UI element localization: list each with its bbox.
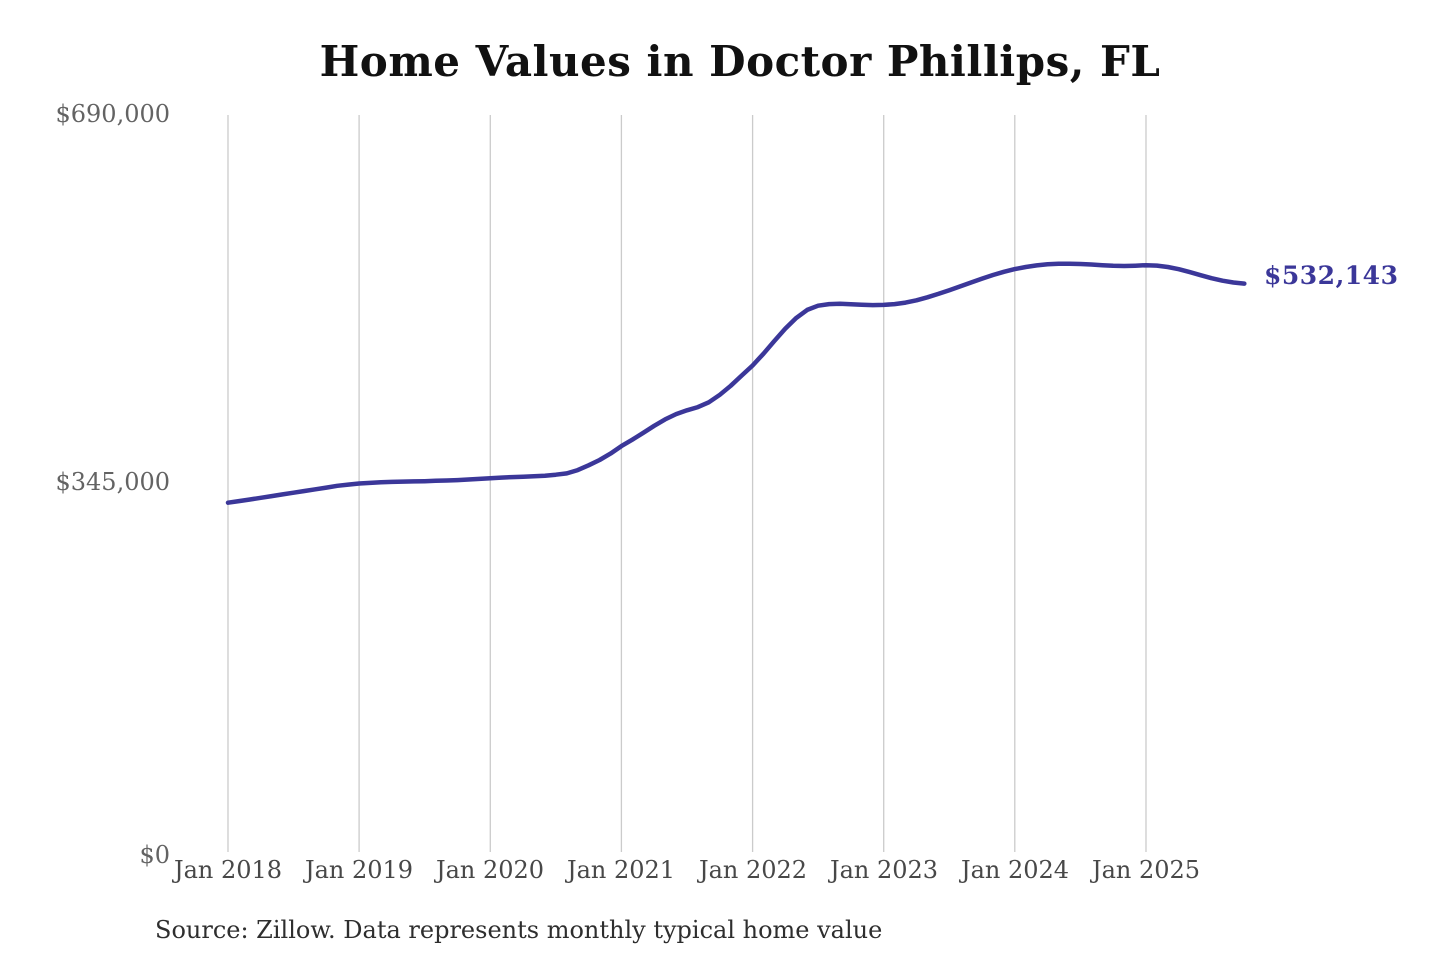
chart-title: Home Values in Doctor Phillips, FL: [319, 37, 1161, 86]
x-axis-tick-jan-2024: Jan 2024: [960, 856, 1070, 884]
y-axis-tick-0: $0: [139, 841, 170, 869]
x-axis-tick-jan-2020: Jan 2020: [435, 856, 545, 884]
x-axis-tick-jan-2023: Jan 2023: [829, 856, 939, 884]
source-note: Source: Zillow. Data represents monthly …: [155, 916, 883, 944]
x-axis-tick-jan-2022: Jan 2022: [698, 856, 808, 884]
x-axis-tick-jan-2025: Jan 2025: [1091, 856, 1201, 884]
x-axis-tick-jan-2019: Jan 2019: [304, 856, 414, 884]
latest-value-label: $532,143: [1264, 261, 1399, 290]
x-axis-tick-jan-2021: Jan 2021: [566, 856, 676, 884]
y-axis-tick-345000: $345,000: [55, 468, 170, 496]
x-axis-tick-jan-2018: Jan 2018: [173, 856, 283, 884]
y-axis-tick-690000: $690,000: [55, 100, 170, 128]
home-value-line: [225, 261, 1247, 505]
